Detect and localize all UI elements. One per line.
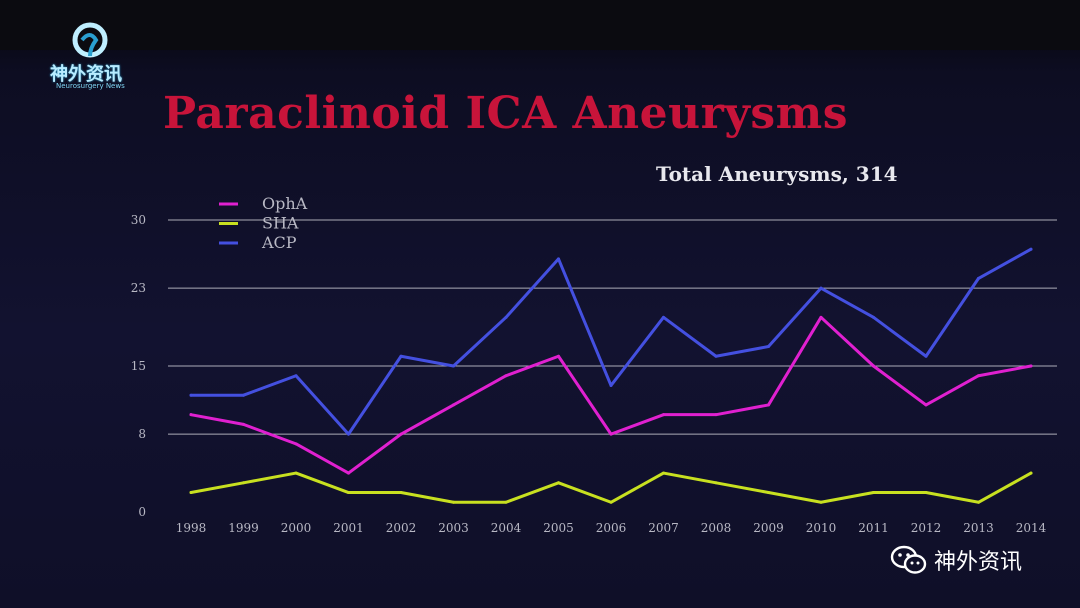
data-point-acp-2004 <box>504 315 508 319</box>
data-point-sha-2007 <box>662 471 665 475</box>
data-point-sha-2014 <box>1029 471 1033 475</box>
data-point-acp-1998 <box>189 393 193 397</box>
data-point-sha-2013 <box>977 500 980 504</box>
data-point-acp-2001 <box>347 432 350 436</box>
logo-text: 神外资讯 <box>50 64 122 85</box>
data-point-sha-2009 <box>767 491 770 495</box>
data-point-acp-2007 <box>662 315 665 319</box>
x-tick-label-1999: 1999 <box>228 521 259 535</box>
data-point-opha-2014 <box>1029 364 1033 368</box>
data-point-acp-2000 <box>294 374 298 378</box>
logo-subtext: Neurosurgery News <box>56 82 125 90</box>
data-point-acp-2013 <box>977 276 980 280</box>
data-point-opha-2005 <box>557 354 560 358</box>
data-point-opha-2012 <box>924 403 928 407</box>
data-point-opha-2007 <box>662 413 665 417</box>
y-tick-label-0: 0 <box>138 505 146 519</box>
slide-title: Paraclinoid ICA Aneurysms <box>163 88 848 139</box>
data-point-sha-2005 <box>557 481 560 485</box>
data-point-sha-1999 <box>242 481 245 485</box>
watermark-text: 神外资讯 <box>934 550 1023 575</box>
data-point-opha-1998 <box>189 413 193 417</box>
data-point-acp-2010 <box>819 286 823 290</box>
total-aneurysms-label: Total Aneurysms, 314 <box>656 162 898 186</box>
x-tick-label-2005: 2005 <box>543 521 574 535</box>
data-point-sha-2010 <box>819 500 823 504</box>
data-point-acp-2003 <box>452 364 455 368</box>
legend-label-acp: ACP <box>261 233 297 252</box>
series-line-acp <box>189 247 1033 436</box>
data-point-acp-2011 <box>872 315 875 319</box>
series-line-sha <box>189 471 1033 504</box>
data-point-opha-2004 <box>504 374 508 378</box>
data-point-acp-1999 <box>242 393 245 397</box>
x-tick-label-2003: 2003 <box>438 521 469 535</box>
x-tick-label-2012: 2012 <box>911 521 942 535</box>
x-tick-label-2011: 2011 <box>858 521 889 535</box>
data-point-opha-2000 <box>294 442 298 446</box>
top-bar <box>0 0 1080 50</box>
x-tick-label-2002: 2002 <box>386 521 417 535</box>
data-point-opha-1999 <box>242 422 245 426</box>
data-point-sha-1998 <box>189 491 193 495</box>
x-tick-label-2001: 2001 <box>333 521 364 535</box>
y-tick-label-23: 23 <box>131 281 146 295</box>
data-point-acp-2002 <box>399 354 403 358</box>
data-point-sha-2003 <box>452 500 455 504</box>
data-point-acp-2005 <box>557 257 560 261</box>
x-tick-label-2008: 2008 <box>701 521 732 535</box>
data-point-sha-2004 <box>504 500 508 504</box>
watermark: 神外资讯 <box>890 540 1022 580</box>
data-point-opha-2011 <box>872 364 875 368</box>
x-tick-label-1998: 1998 <box>176 521 207 535</box>
x-tick-label-2014: 2014 <box>1016 521 1047 535</box>
data-point-opha-2006 <box>609 432 613 436</box>
x-tick-label-2004: 2004 <box>491 521 522 535</box>
data-point-opha-2013 <box>977 374 980 378</box>
y-tick-label-8: 8 <box>138 427 146 441</box>
legend-label-sha: SHA <box>262 214 299 233</box>
data-point-acp-2014 <box>1029 247 1033 251</box>
x-tick-label-2009: 2009 <box>753 521 784 535</box>
y-tick-label-15: 15 <box>131 359 146 373</box>
legend-label-opha: OphA <box>262 194 308 213</box>
data-point-opha-2009 <box>767 403 770 407</box>
data-point-sha-2000 <box>294 471 298 475</box>
y-tick-label-30: 30 <box>131 213 146 227</box>
wechat-icon <box>890 545 927 574</box>
x-tick-label-2013: 2013 <box>963 521 994 535</box>
x-tick-label-2010: 2010 <box>806 521 837 535</box>
data-point-opha-2010 <box>819 315 823 319</box>
brand-logo: 神外资讯 Neurosurgery News <box>50 22 146 92</box>
data-point-acp-2009 <box>767 345 770 349</box>
x-tick-label-2000: 2000 <box>281 521 312 535</box>
data-point-opha-2003 <box>452 403 455 407</box>
data-point-acp-2012 <box>924 354 928 358</box>
data-point-opha-2001 <box>347 471 350 475</box>
data-point-sha-2001 <box>347 491 350 495</box>
data-point-opha-2008 <box>714 413 718 417</box>
data-point-sha-2011 <box>872 491 875 495</box>
data-point-opha-2002 <box>399 432 403 436</box>
x-tick-label-2007: 2007 <box>648 521 679 535</box>
data-point-sha-2008 <box>714 481 718 485</box>
data-point-sha-2002 <box>399 491 403 495</box>
data-point-acp-2006 <box>609 383 613 387</box>
data-point-acp-2008 <box>714 354 718 358</box>
x-tick-label-2006: 2006 <box>596 521 627 535</box>
data-point-sha-2006 <box>609 500 613 504</box>
data-point-sha-2012 <box>924 491 928 495</box>
brain-logo-icon <box>72 22 108 58</box>
